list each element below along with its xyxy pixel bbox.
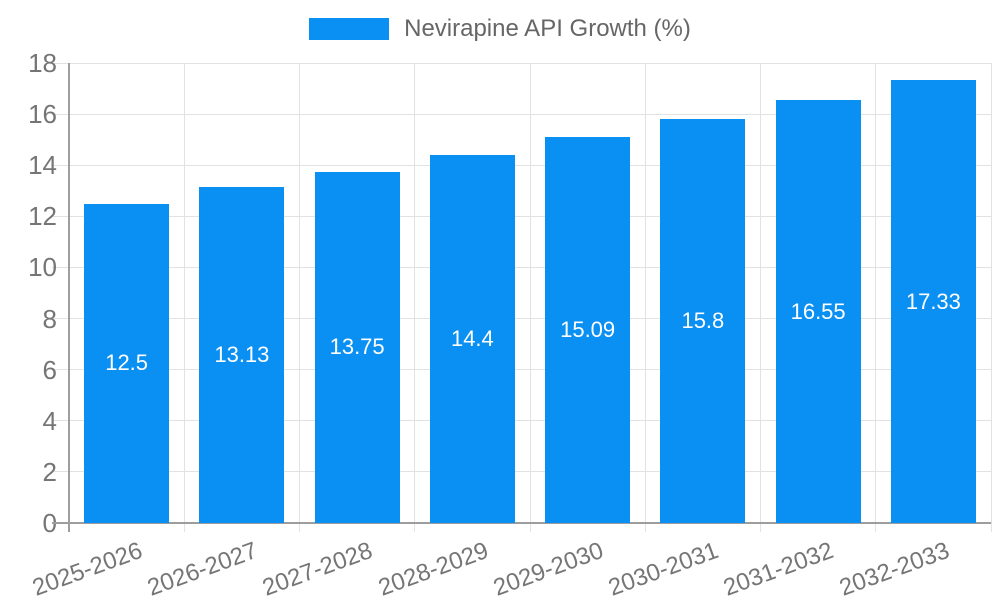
x-tick-label: 2028-2029 [374,537,492,602]
bar-value-label: 15.8 [681,308,725,334]
x-gridline [875,63,877,532]
bar: 17.33 [890,80,976,523]
x-gridline [414,63,416,532]
x-tick-label: 2029-2030 [489,537,607,602]
legend: Nevirapine API Growth (%) [0,14,1000,44]
y-gridline [52,420,991,422]
y-gridline [52,266,991,268]
y-gridline [52,215,991,217]
y-tick-label: 4 [42,405,57,436]
bar: 16.55 [775,100,861,523]
y-gridline [52,471,991,473]
y-gridline [52,62,991,64]
x-tick-label: 2031-2032 [720,537,838,602]
x-tick-label: 2027-2028 [259,537,377,602]
y-gridline [52,164,991,166]
bar-value-label: 12.5 [105,350,149,376]
legend-label: Nevirapine API Growth (%) [404,15,691,42]
bar-value-label: 14.4 [450,326,494,351]
x-gridline [529,63,531,532]
y-tick-label: 8 [42,303,57,334]
bar: 15.09 [545,137,631,523]
y-tick-label: 0 [42,508,57,538]
bar-value-label: 13.75 [329,334,385,360]
y-gridline [52,369,991,371]
y-tick-label: 16 [28,99,57,130]
bar: 14.4 [429,155,515,523]
x-gridline [183,63,185,532]
x-tick-label: 2026-2027 [144,537,262,602]
x-tick-label: 2032-2033 [835,537,953,602]
y-tick-label: 10 [28,252,57,283]
x-axis-line [52,522,991,524]
legend-swatch [309,18,390,40]
bar: 15.8 [660,119,746,523]
y-tick-label: 2 [42,456,57,487]
y-gridline [52,318,991,320]
bar: 12.5 [84,203,170,523]
x-gridline [760,63,761,532]
bar-value-label: 15.09 [560,317,616,343]
x-gridline [990,63,992,532]
x-gridline [299,63,300,532]
x-tick-label: 2030-2031 [605,537,723,602]
y-axis-line [68,63,70,532]
y-tick-label: 18 [28,48,57,78]
y-tick-label: 6 [42,354,57,385]
bar-value-label: 16.55 [790,298,846,324]
x-gridline [644,63,646,532]
bar-value-label: 13.13 [214,342,270,368]
x-tick-label: 2025-2026 [28,537,146,602]
y-gridline [52,113,991,115]
y-tick-label: 14 [28,150,57,181]
bar-value-label: 17.33 [905,288,961,314]
y-tick-label: 12 [28,201,57,232]
bar: 13.13 [199,187,285,523]
bar: 13.75 [314,171,400,523]
